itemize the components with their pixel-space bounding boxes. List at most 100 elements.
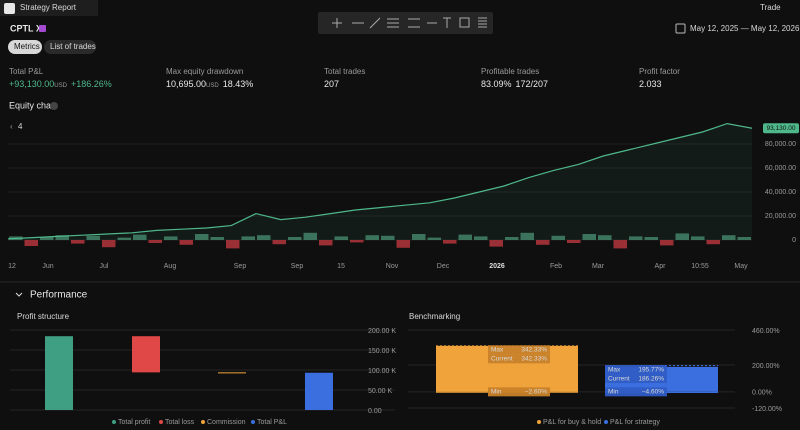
tab-metrics[interactable] xyxy=(8,40,42,54)
trade-bar xyxy=(427,237,441,240)
metric-label: Max equity drawdown xyxy=(166,67,243,76)
x-tick-label: 15 xyxy=(337,263,345,270)
y-tick-label: 20,000.00 xyxy=(765,213,796,220)
stat-label: Min xyxy=(608,389,619,396)
extra: 18.43% xyxy=(223,79,254,89)
legend-label: P&L for strategy xyxy=(610,419,660,426)
x-tick-label: Sep xyxy=(234,263,247,270)
trade-bar xyxy=(644,237,658,240)
stat-value: 195.77% xyxy=(638,366,664,373)
stat-box xyxy=(605,374,667,384)
trade-bar xyxy=(319,240,333,246)
legend-label: Total P&L xyxy=(257,419,287,426)
legend-dot xyxy=(112,420,116,424)
y-tick-label: 0.00% xyxy=(752,390,772,397)
x-tick-label: 12 xyxy=(8,263,16,270)
legend-label: Total profit xyxy=(118,419,150,426)
chevron[interactable]: ‹ xyxy=(10,122,13,131)
trade-bar xyxy=(613,240,627,249)
trade-bar xyxy=(505,237,519,240)
profit-bar xyxy=(305,372,333,410)
x-tick-label: Dec xyxy=(437,263,450,270)
y-tick-label: 200.00 K xyxy=(368,328,396,335)
trade-button[interactable]: Trade xyxy=(760,3,781,12)
trade-bar xyxy=(241,236,255,240)
unit: USD xyxy=(206,83,219,89)
trade-bar xyxy=(396,240,410,248)
trade-bar xyxy=(412,234,426,240)
x-tick-label: Feb xyxy=(550,263,562,270)
stat-box xyxy=(488,354,550,364)
info-icon[interactable] xyxy=(50,102,58,110)
trade-bar xyxy=(443,240,457,244)
trade-bar xyxy=(520,232,534,240)
tab-trades[interactable] xyxy=(44,40,96,54)
symbol[interactable]: CPTL XI xyxy=(10,23,44,33)
date-range[interactable]: May 12, 2025 — May 12, 2026 xyxy=(690,24,800,33)
profit-bar xyxy=(132,336,160,373)
trade-bar xyxy=(474,236,488,240)
trade-bar xyxy=(24,240,38,246)
extra: +186.26% xyxy=(71,79,112,89)
metric-label: Total P&L xyxy=(9,67,44,76)
toolbar-icons[interactable] xyxy=(332,17,487,29)
trade-bar xyxy=(350,240,364,243)
unit: USD xyxy=(54,83,67,89)
metric-value: 2.033 xyxy=(639,79,662,89)
legend-dot xyxy=(251,420,255,424)
profit-bar xyxy=(45,336,73,410)
stat-value: −2.60% xyxy=(525,389,547,396)
x-tick-label: May xyxy=(734,263,748,270)
interval[interactable]: 4 xyxy=(18,122,23,131)
drawing-toolbar xyxy=(318,12,493,34)
collapse-icon[interactable] xyxy=(15,292,23,297)
stat-value: 342.33% xyxy=(521,347,547,354)
last-value-tag xyxy=(763,123,799,134)
metric-value: 207 xyxy=(324,79,339,89)
tab-label[interactable]: Metrics xyxy=(14,42,40,51)
x-tick-label: Mar xyxy=(592,263,605,270)
y-tick-label: 0.00 xyxy=(368,408,382,415)
trade-bar xyxy=(458,234,472,240)
y-tick-label: 60,000.00 xyxy=(765,165,796,172)
trade-bar xyxy=(179,240,193,245)
x-tick-label: Jul xyxy=(100,263,109,270)
legend-label: Total loss xyxy=(165,419,195,426)
stat-label: Max xyxy=(491,347,504,354)
metric-value: 10,695.00USD 18.43% xyxy=(166,79,253,89)
legend-label: P&L for buy & hold xyxy=(543,419,601,426)
profit-bar xyxy=(218,372,246,374)
equity-area xyxy=(8,123,752,240)
trade-bar xyxy=(489,240,503,247)
y-tick-label: 150.00 K xyxy=(368,348,396,355)
x-tick-label: 10:55 xyxy=(691,263,709,270)
trade-bar xyxy=(71,240,85,244)
performance-title: Performance xyxy=(30,290,88,301)
metric-value: +93,130.00USD +186.26% xyxy=(9,79,112,89)
x-tick-label: Jun xyxy=(42,263,53,270)
x-tick-label: 2026 xyxy=(489,263,505,270)
trade-bar xyxy=(102,240,116,248)
tab-label[interactable]: List of trades xyxy=(50,42,96,51)
trade-bar xyxy=(706,240,720,245)
trade-bar xyxy=(381,235,395,240)
last-value: 93,130.00 xyxy=(767,125,796,132)
tab-title[interactable]: Strategy Report xyxy=(20,3,77,12)
trade-bar xyxy=(536,240,550,245)
y-tick-label: 50.00 K xyxy=(368,388,392,395)
stat-value: 186.26% xyxy=(638,375,664,382)
equity-title: Equity chart xyxy=(9,100,57,110)
trade-bar xyxy=(133,234,147,240)
metric-label: Total trades xyxy=(324,67,365,76)
trade-bar xyxy=(660,240,674,246)
trade-bar xyxy=(551,235,565,240)
y-tick-label: 200.00% xyxy=(752,363,780,370)
trade-bar xyxy=(272,240,286,245)
stat-box xyxy=(488,387,550,397)
value: 10,695.00 xyxy=(166,79,206,89)
metric-value: 83.09% 172/207 xyxy=(481,79,548,89)
stat-value: 342.33% xyxy=(521,356,547,363)
trade-bar xyxy=(567,240,581,243)
tab[interactable] xyxy=(0,0,98,16)
